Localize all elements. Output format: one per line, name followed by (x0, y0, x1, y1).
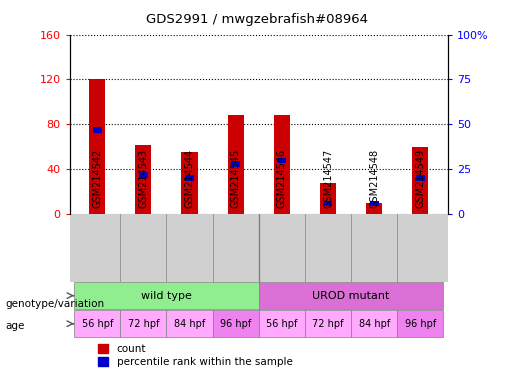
Bar (231, 161, 240, 167)
Bar (135, 145, 151, 214)
Bar (139, 172, 148, 177)
Text: 72 hpf: 72 hpf (312, 319, 344, 329)
FancyBboxPatch shape (213, 310, 259, 337)
Text: genotype/variation: genotype/variation (5, 299, 104, 309)
FancyBboxPatch shape (351, 310, 397, 337)
FancyBboxPatch shape (121, 310, 166, 337)
FancyBboxPatch shape (166, 310, 213, 337)
Text: UROD mutant: UROD mutant (313, 291, 390, 301)
Bar (416, 175, 425, 181)
FancyBboxPatch shape (259, 310, 305, 337)
FancyBboxPatch shape (259, 282, 443, 309)
Bar (366, 203, 382, 214)
Bar (278, 157, 286, 163)
FancyBboxPatch shape (397, 310, 443, 337)
Bar (181, 152, 198, 214)
Text: wild type: wild type (141, 291, 192, 301)
Text: 84 hpf: 84 hpf (358, 319, 390, 329)
Text: 96 hpf: 96 hpf (220, 319, 251, 329)
Bar (370, 201, 379, 206)
Bar (89, 79, 105, 214)
Text: 56 hpf: 56 hpf (81, 319, 113, 329)
Bar (93, 127, 101, 132)
Bar (320, 183, 336, 214)
Text: 84 hpf: 84 hpf (174, 319, 205, 329)
FancyBboxPatch shape (305, 310, 351, 337)
Bar (413, 147, 428, 214)
Text: 56 hpf: 56 hpf (266, 319, 298, 329)
Bar (274, 116, 290, 214)
Text: GDS2991 / mwgzebrafish#08964: GDS2991 / mwgzebrafish#08964 (146, 13, 369, 26)
Text: 72 hpf: 72 hpf (128, 319, 159, 329)
Legend: count, percentile rank within the sample: count, percentile rank within the sample (94, 340, 297, 371)
Text: age: age (5, 321, 25, 331)
Bar (228, 116, 244, 214)
FancyBboxPatch shape (74, 282, 259, 309)
FancyBboxPatch shape (74, 310, 121, 337)
Bar (323, 201, 333, 206)
Text: 96 hpf: 96 hpf (405, 319, 436, 329)
Bar (185, 175, 194, 181)
